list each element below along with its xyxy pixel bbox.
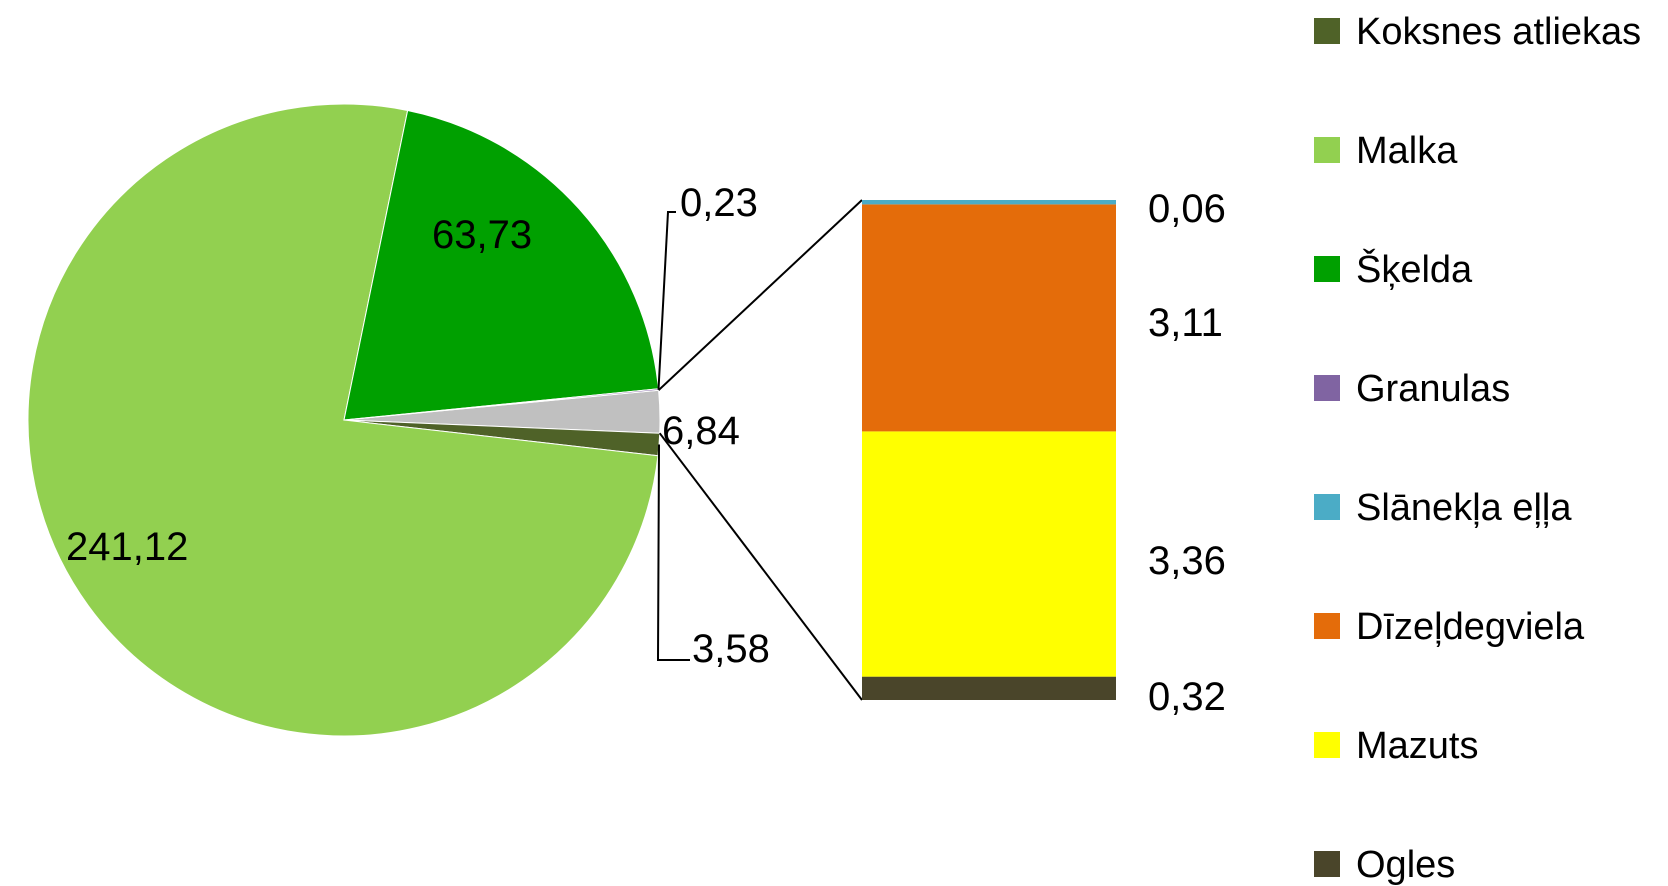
pie-slice-skelda [343,109,660,421]
bar-segment-slanekla-ella [862,200,1116,205]
legend-swatch-malka [1314,137,1340,163]
stacked-bar-group: 0,32 3,36 3,11 0,06 [862,187,1226,719]
leader-line-koksnes-atliekas [656,444,690,661]
pie-group: 241,12 63,73 6,84 0,23 3,58 [27,103,770,737]
legend-label-dizeldegviela: Dīzeļdegviela [1356,606,1585,648]
legend-label-ogles: Ogles [1356,844,1455,886]
connector-top [657,199,863,391]
connector-bottom [658,432,863,701]
legend-swatch-granulas [1314,375,1340,401]
pie-label-malka: 241,12 [66,525,188,569]
legend-swatch-koksnes-atliekas [1314,18,1340,44]
legend-label-mazuts: Mazuts [1356,725,1478,767]
pie-label-granulas: 0,23 [680,181,758,225]
bar-label-ogles: 0,32 [1148,675,1226,719]
leader-line-granulas [657,211,676,390]
legend-swatch-dizeldegviela [1314,613,1340,639]
legend-swatch-slanekla-ella [1314,494,1340,520]
legend: Koksnes atliekas Malka Šķelda Granulas Slāne… [1314,11,1641,886]
bar-label-slanekla-ella: 0,06 [1148,187,1226,231]
pie-label-koksnes-atliekas: 3,58 [692,627,770,671]
bar-label-mazuts: 3,36 [1148,539,1226,583]
pie-label-other: 6,84 [662,409,740,453]
legend-label-koksnes-atliekas: Koksnes atliekas [1356,11,1641,53]
legend-label-malka: Malka [1356,130,1458,172]
legend-swatch-mazuts [1314,732,1340,758]
legend-label-granulas: Granulas [1356,368,1510,410]
bar-segment-dizeldegviela [862,204,1116,432]
bar-segment-mazuts [862,431,1116,677]
legend-swatch-ogles [1314,851,1340,877]
legend-label-skelda: Šķelda [1356,247,1473,291]
pie-label-skelda: 63,73 [432,213,532,257]
connector-lines [657,199,863,701]
legend-label-slanekla-ella: Slānekļa eļļa [1356,487,1572,529]
legend-swatch-skelda [1314,256,1340,282]
bar-segment-ogles [862,676,1116,700]
pie-slice-malka [27,103,659,737]
bar-label-dizeldegviela: 3,11 [1148,301,1223,345]
